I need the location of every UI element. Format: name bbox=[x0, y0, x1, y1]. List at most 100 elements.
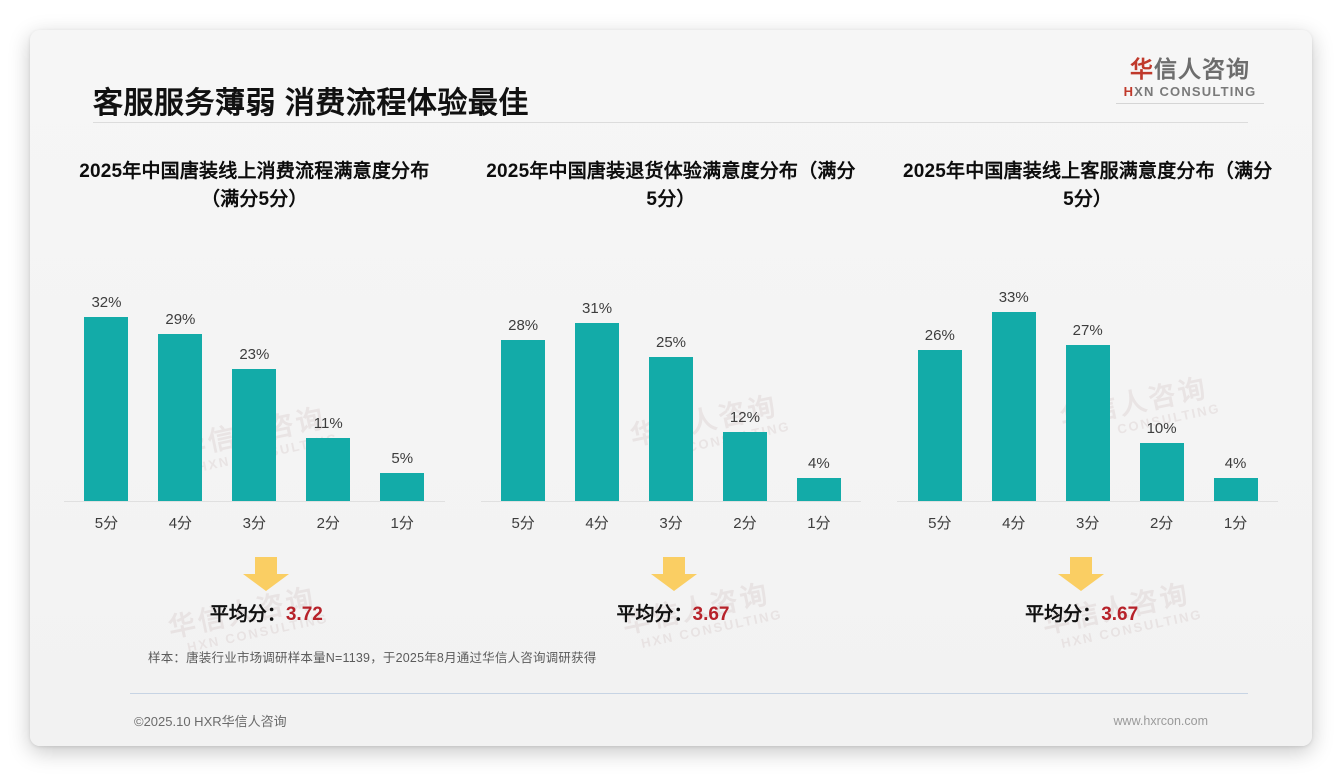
bar-column[interactable]: 4% bbox=[1203, 270, 1268, 502]
bar[interactable] bbox=[722, 432, 767, 502]
average-score: 平均分：3.67 bbox=[477, 599, 866, 626]
bar[interactable] bbox=[380, 473, 425, 502]
bar[interactable] bbox=[575, 323, 620, 502]
source-note: 样本：唐装行业市场调研样本量N=1139，于2025年8月通过华信人咨询调研获得 bbox=[148, 651, 597, 665]
category-label: 3分 bbox=[242, 515, 266, 532]
bar-column[interactable]: 26% bbox=[907, 270, 972, 502]
bar-plot: 28% 31% 25% 12% bbox=[477, 270, 866, 502]
bar-value-label: 27% bbox=[1072, 322, 1103, 339]
chart-title: 2025年中国唐装退货体验满意度分布（满分5分） bbox=[486, 161, 856, 210]
logo-en-rest: XN CONSULTING bbox=[1134, 84, 1257, 100]
category-label: 3分 bbox=[1076, 515, 1100, 532]
bar-plot: 26% 33% 27% 10% bbox=[893, 270, 1282, 502]
bar-column[interactable]: 29% bbox=[148, 270, 213, 502]
category-label: 4分 bbox=[585, 515, 609, 532]
category-labels: 5分 4分 3分 2分 1分 bbox=[477, 512, 866, 533]
bar-column[interactable]: 10% bbox=[1129, 270, 1194, 502]
bar-value-label: 31% bbox=[582, 300, 613, 317]
logo-cn-accent: 华 bbox=[1130, 56, 1154, 82]
down-arrow-icon bbox=[243, 557, 290, 591]
chart-panel-1: 2025年中国唐装线上消费流程满意度分布（满分5分） 32% 29% 23% bbox=[46, 158, 463, 678]
average-score: 平均分：3.72 bbox=[60, 599, 449, 626]
category-label: 3分 bbox=[659, 515, 683, 532]
bar[interactable] bbox=[1213, 478, 1258, 502]
logo-cn-rest: 信人咨询 bbox=[1154, 56, 1250, 82]
bar-value-label: 11% bbox=[313, 415, 343, 432]
arrow-container bbox=[60, 557, 449, 591]
slide-surface: 华信人咨询 HXN CONSULTING 华信人咨询 HXN CONSULTIN… bbox=[30, 30, 1312, 746]
bar[interactable] bbox=[232, 369, 277, 502]
bar-group: 28% 31% 25% 12% bbox=[491, 270, 852, 502]
category-label: 4分 bbox=[168, 515, 193, 532]
average-label: 平均分： bbox=[1025, 604, 1102, 625]
bar-column[interactable]: 28% bbox=[491, 270, 556, 502]
copyright-text: ©2025.10 HXR华信人咨询 bbox=[134, 714, 287, 729]
category-label: 2分 bbox=[316, 515, 340, 532]
average-value: 3.67 bbox=[1101, 604, 1139, 625]
down-arrow-icon bbox=[651, 557, 697, 591]
logo-en-text: HXN CONSULTING bbox=[1110, 84, 1270, 99]
header-divider bbox=[93, 122, 1248, 123]
bar[interactable] bbox=[84, 317, 129, 502]
bar-column[interactable]: 4% bbox=[786, 270, 851, 502]
category-label: 1分 bbox=[1223, 515, 1248, 532]
down-arrow-icon bbox=[1057, 557, 1104, 591]
page-title: 客服服务薄弱 消费流程体验最佳 bbox=[93, 87, 529, 120]
slide-header: 客服服务薄弱 消费流程体验最佳 华信人咨询 HXN CONSULTING bbox=[30, 30, 1312, 123]
bar-column[interactable]: 5% bbox=[370, 270, 435, 502]
bar-column[interactable]: 12% bbox=[712, 270, 777, 502]
bar-value-label: 29% bbox=[165, 311, 196, 328]
arrow-container bbox=[893, 557, 1282, 591]
footer-divider bbox=[130, 692, 1248, 694]
average-label: 平均分： bbox=[209, 604, 286, 625]
bar-group: 32% 29% 23% 11% bbox=[74, 270, 435, 502]
charts-row: 2025年中国唐装线上消费流程满意度分布（满分5分） 32% 29% 23% bbox=[46, 158, 1296, 678]
category-label: 4分 bbox=[1002, 515, 1026, 532]
category-label: 2分 bbox=[733, 515, 757, 532]
bar-value-label: 33% bbox=[998, 289, 1029, 306]
category-label: 2分 bbox=[1149, 515, 1174, 532]
bar-value-label: 28% bbox=[508, 317, 539, 334]
chart-panel-3: 2025年中国唐装线上客服满意度分布（满分5分） 26% 33% 27% bbox=[879, 158, 1296, 678]
bar[interactable] bbox=[1065, 345, 1110, 502]
bar-value-label: 23% bbox=[239, 346, 270, 363]
logo-underline bbox=[1116, 103, 1264, 105]
bar[interactable] bbox=[991, 312, 1036, 502]
category-label: 1分 bbox=[390, 515, 414, 532]
category-label: 5分 bbox=[94, 515, 119, 532]
logo-cn-text: 华信人咨询 bbox=[1110, 56, 1270, 82]
average-label: 平均分： bbox=[616, 604, 693, 625]
chart-title: 2025年中国唐装线上客服满意度分布（满分5分） bbox=[902, 161, 1273, 210]
bar-column[interactable]: 27% bbox=[1055, 270, 1120, 502]
website-text: www.hxrcon.com bbox=[1113, 713, 1208, 728]
bar[interactable] bbox=[501, 340, 546, 502]
bar[interactable] bbox=[1139, 443, 1184, 502]
x-axis-line bbox=[897, 501, 1279, 502]
x-axis-line bbox=[480, 501, 862, 502]
chart-panel-2: 2025年中国唐装退货体验满意度分布（满分5分） 28% 31% 25% bbox=[463, 158, 880, 678]
average-value: 3.72 bbox=[285, 604, 323, 625]
bar-column[interactable]: 25% bbox=[639, 270, 704, 502]
bar-column[interactable]: 31% bbox=[565, 270, 630, 502]
category-label: 1分 bbox=[807, 515, 831, 532]
bar-value-label: 4% bbox=[808, 455, 830, 472]
x-axis-line bbox=[64, 501, 445, 502]
bar-column[interactable]: 33% bbox=[981, 270, 1046, 502]
bar-value-label: 10% bbox=[1146, 420, 1177, 437]
bar-column[interactable]: 23% bbox=[222, 270, 287, 502]
bar-column[interactable]: 32% bbox=[74, 270, 139, 502]
bar[interactable] bbox=[306, 438, 351, 502]
bar[interactable] bbox=[917, 350, 962, 502]
category-label: 5分 bbox=[511, 515, 535, 532]
arrow-container bbox=[477, 557, 866, 591]
bar[interactable] bbox=[649, 357, 693, 502]
bar[interactable] bbox=[158, 334, 203, 502]
bar-column[interactable]: 11% bbox=[296, 270, 361, 502]
slide-card: 华信人咨询 HXN CONSULTING 华信人咨询 HXN CONSULTIN… bbox=[30, 30, 1312, 746]
average-score: 平均分：3.67 bbox=[893, 599, 1282, 626]
bar-value-label: 12% bbox=[729, 409, 760, 426]
bar[interactable] bbox=[796, 478, 841, 502]
category-labels: 5分 4分 3分 2分 1分 bbox=[893, 512, 1282, 533]
slide-footer: ©2025.10 HXR华信人咨询 www.hxrcon.com bbox=[30, 711, 1312, 730]
logo-en-accent: H bbox=[1123, 84, 1135, 100]
